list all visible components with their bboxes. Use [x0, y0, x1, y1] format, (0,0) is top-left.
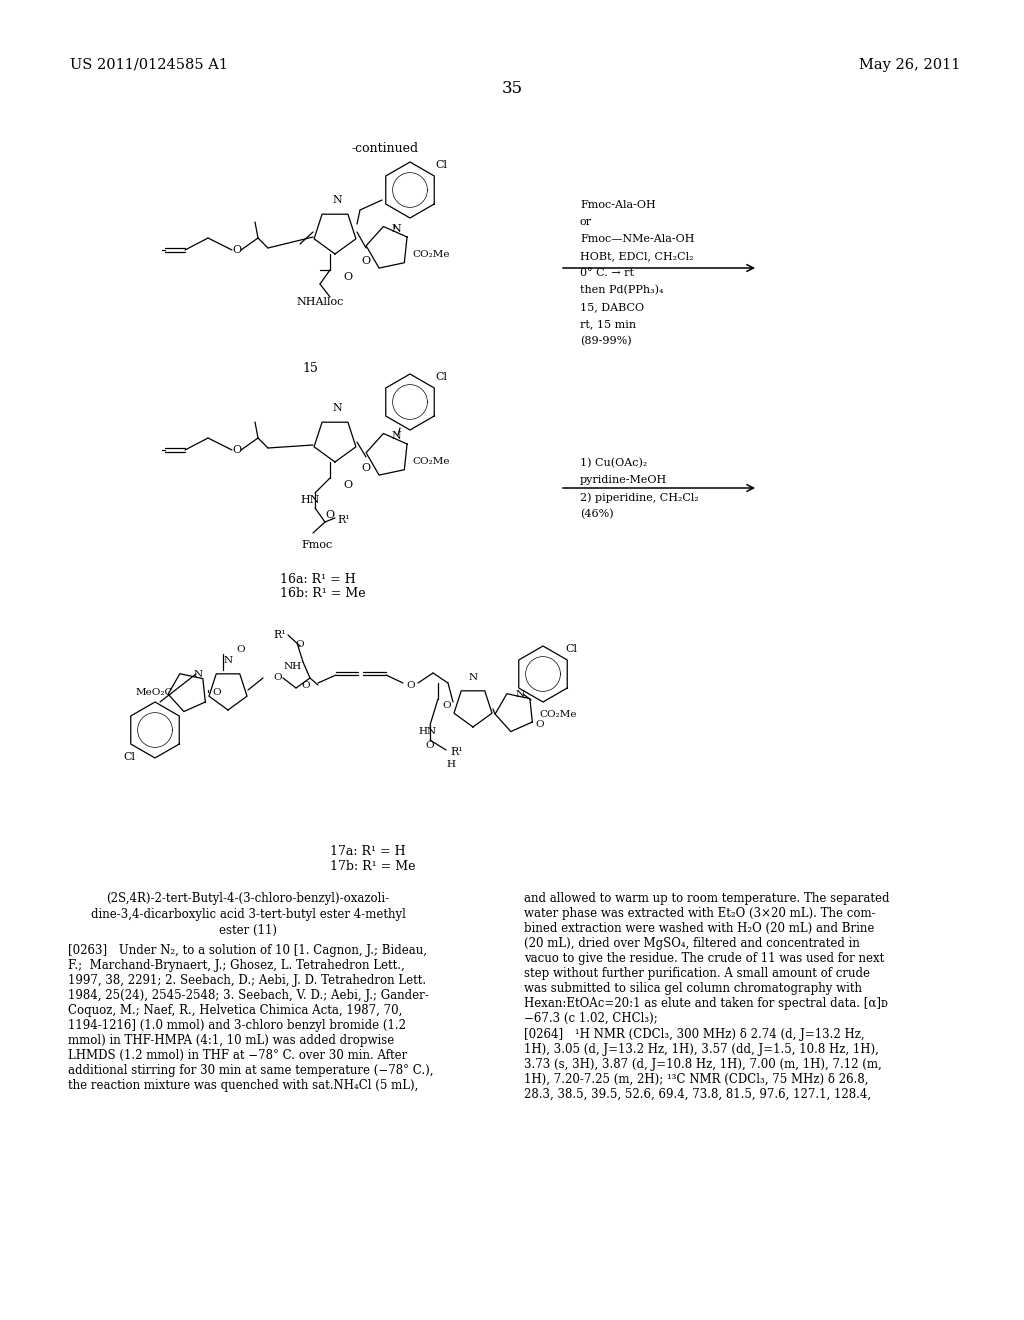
Text: 28.3, 38.5, 39.5, 52.6, 69.4, 73.8, 81.5, 97.6, 127.1, 128.4,: 28.3, 38.5, 39.5, 52.6, 69.4, 73.8, 81.5… [524, 1088, 871, 1101]
Text: 1194-1216] (1.0 mmol) and 3-chloro benzyl bromide (1.2: 1194-1216] (1.0 mmol) and 3-chloro benzy… [68, 1019, 406, 1032]
Text: CO₂Me: CO₂Me [412, 249, 450, 259]
Text: water phase was extracted with Et₂O (3×20 mL). The com-: water phase was extracted with Et₂O (3×2… [524, 907, 876, 920]
Text: mmol) in THF-HMPA (4:1, 10 mL) was added dropwise: mmol) in THF-HMPA (4:1, 10 mL) was added… [68, 1034, 394, 1047]
Text: O: O [326, 510, 335, 520]
Text: Fmoc-Ala-OH: Fmoc-Ala-OH [580, 201, 655, 210]
Text: dine-3,4-dicarboxylic acid 3-tert-butyl ester 4-methyl: dine-3,4-dicarboxylic acid 3-tert-butyl … [90, 908, 406, 921]
Text: (20 mL), dried over MgSO₄, filtered and concentrated in: (20 mL), dried over MgSO₄, filtered and … [524, 937, 860, 950]
Text: the reaction mixture was quenched with sat.NH₄Cl (5 mL),: the reaction mixture was quenched with s… [68, 1078, 419, 1092]
Text: O: O [406, 681, 415, 689]
Text: pyridine-MeOH: pyridine-MeOH [580, 475, 668, 484]
Text: 15: 15 [302, 362, 317, 375]
Text: 1984, 25(24), 2545-2548; 3. Seebach, V. D.; Aebi, J.; Gander-: 1984, 25(24), 2545-2548; 3. Seebach, V. … [68, 989, 429, 1002]
Text: −67.3 (c 1.02, CHCl₃);: −67.3 (c 1.02, CHCl₃); [524, 1012, 657, 1026]
Text: O: O [236, 645, 245, 655]
Text: CO₂Me: CO₂Me [539, 710, 577, 719]
Text: O: O [361, 256, 371, 267]
Text: vacuo to give the residue. The crude of 11 was used for next: vacuo to give the residue. The crude of … [524, 952, 885, 965]
Text: 35: 35 [502, 81, 522, 96]
Text: May 26, 2011: May 26, 2011 [859, 58, 961, 73]
Text: N: N [194, 671, 203, 678]
Text: rt, 15 min: rt, 15 min [580, 319, 636, 329]
Text: H: H [446, 760, 455, 770]
Text: R¹: R¹ [450, 747, 463, 756]
Text: R¹: R¹ [273, 630, 286, 640]
Text: O: O [296, 640, 304, 649]
Text: (89-99%): (89-99%) [580, 337, 632, 346]
Text: N: N [391, 432, 400, 441]
Text: N: N [468, 673, 477, 682]
Text: N: N [515, 690, 524, 700]
Text: [0263] Under N₂, to a solution of 10 [1. Cagnon, J.; Bideau,: [0263] Under N₂, to a solution of 10 [1.… [68, 944, 427, 957]
Text: O: O [273, 673, 282, 682]
Text: O: O [361, 463, 371, 473]
Text: O: O [301, 681, 310, 689]
Text: US 2011/0124585 A1: US 2011/0124585 A1 [70, 58, 228, 73]
Text: N: N [332, 195, 342, 205]
Text: N: N [332, 403, 342, 413]
Text: additional stirring for 30 min at same temperature (−78° C.),: additional stirring for 30 min at same t… [68, 1064, 433, 1077]
Text: N: N [223, 656, 232, 665]
Text: 2) piperidine, CH₂Cl₂: 2) piperidine, CH₂Cl₂ [580, 492, 698, 503]
Text: O: O [343, 272, 352, 282]
Text: F.;  Marchand-Brynaert, J.; Ghosez, L. Tetrahedron Lett.,: F.; Marchand-Brynaert, J.; Ghosez, L. Te… [68, 960, 404, 972]
Text: LHMDS (1.2 mmol) in THF at −78° C. over 30 min. After: LHMDS (1.2 mmol) in THF at −78° C. over … [68, 1049, 408, 1063]
Text: Cl: Cl [435, 160, 447, 170]
Text: (46%): (46%) [580, 510, 613, 519]
Text: 1997, 38, 2291; 2. Seebach, D.; Aebi, J. D. Tetrahedron Lett.: 1997, 38, 2291; 2. Seebach, D.; Aebi, J.… [68, 974, 426, 987]
Text: (2S,4R)-2-tert-Butyl-4-(3-chloro-benzyl)-oxazoli-: (2S,4R)-2-tert-Butyl-4-(3-chloro-benzyl)… [106, 892, 389, 906]
Text: N: N [391, 224, 400, 234]
Text: step without further purification. A small amount of crude: step without further purification. A sma… [524, 968, 870, 979]
Text: was submitted to silica gel column chromatography with: was submitted to silica gel column chrom… [524, 982, 862, 995]
Text: O: O [442, 701, 451, 710]
Text: MeO₂C: MeO₂C [136, 688, 173, 697]
Text: O: O [212, 688, 220, 697]
Text: Fmoc: Fmoc [301, 540, 333, 550]
Text: ester (11): ester (11) [219, 924, 278, 937]
Text: O: O [343, 480, 352, 490]
Text: 16a: R¹ = H: 16a: R¹ = H [280, 573, 355, 586]
Text: Coquoz, M.; Naef, R., Helvetica Chimica Acta, 1987, 70,: Coquoz, M.; Naef, R., Helvetica Chimica … [68, 1005, 402, 1016]
Text: then Pd(PPh₃)₄: then Pd(PPh₃)₄ [580, 285, 664, 296]
Text: HOBt, EDCl, CH₂Cl₂: HOBt, EDCl, CH₂Cl₂ [580, 251, 693, 261]
Text: 15, DABCO: 15, DABCO [580, 302, 644, 312]
Text: and allowed to warm up to room temperature. The separated: and allowed to warm up to room temperatu… [524, 892, 890, 906]
Text: bined extraction were washed with H₂O (20 mL) and Brine: bined extraction were washed with H₂O (2… [524, 921, 874, 935]
Text: O: O [232, 445, 241, 455]
Text: -continued: -continued [351, 143, 419, 154]
Text: NHAlloc: NHAlloc [296, 297, 344, 308]
Text: 1H), 7.20-7.25 (m, 2H); ¹³C NMR (CDCl₃, 75 MHz) δ 26.8,: 1H), 7.20-7.25 (m, 2H); ¹³C NMR (CDCl₃, … [524, 1073, 868, 1086]
Text: R¹: R¹ [337, 515, 349, 525]
Text: HN: HN [419, 727, 437, 737]
Text: Cl: Cl [565, 644, 577, 653]
Text: Fmoc—NMe-Ala-OH: Fmoc—NMe-Ala-OH [580, 234, 694, 244]
Text: 16b: R¹ = Me: 16b: R¹ = Me [280, 587, 366, 601]
Text: Cl: Cl [435, 372, 447, 381]
Text: HN: HN [300, 495, 319, 506]
Text: 17b: R¹ = Me: 17b: R¹ = Me [330, 861, 416, 873]
Text: 0° C. → rt: 0° C. → rt [580, 268, 634, 279]
Text: O: O [232, 246, 241, 255]
Text: 1H), 3.05 (d, J=13.2 Hz, 1H), 3.57 (dd, J=1.5, 10.8 Hz, 1H),: 1H), 3.05 (d, J=13.2 Hz, 1H), 3.57 (dd, … [524, 1043, 879, 1056]
Text: Hexan:EtOAc=20:1 as elute and taken for spectral data. [α]ᴅ: Hexan:EtOAc=20:1 as elute and taken for … [524, 997, 888, 1010]
Text: Cl: Cl [123, 752, 135, 762]
Text: 3.73 (s, 3H), 3.87 (d, J=10.8 Hz, 1H), 7.00 (m, 1H), 7.12 (m,: 3.73 (s, 3H), 3.87 (d, J=10.8 Hz, 1H), 7… [524, 1059, 882, 1071]
Text: 1) Cu(OAc)₂: 1) Cu(OAc)₂ [580, 458, 647, 469]
Text: CO₂Me: CO₂Me [412, 457, 450, 466]
Text: O: O [426, 741, 434, 750]
Text: NH: NH [284, 663, 302, 671]
Text: or: or [580, 216, 592, 227]
Text: [0264] ¹H NMR (CDCl₃, 300 MHz) δ 2.74 (d, J=13.2 Hz,: [0264] ¹H NMR (CDCl₃, 300 MHz) δ 2.74 (d… [524, 1028, 864, 1041]
Text: O: O [535, 719, 544, 729]
Text: 17a: R¹ = H: 17a: R¹ = H [330, 845, 406, 858]
